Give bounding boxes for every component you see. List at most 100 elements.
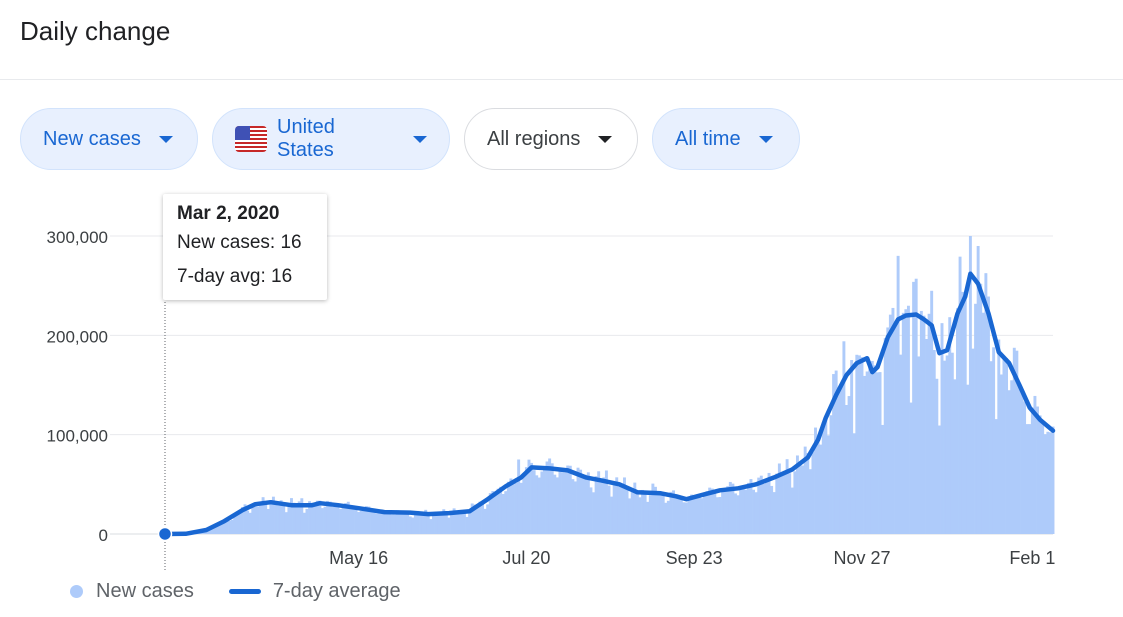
new-cases-bar xyxy=(222,519,226,534)
new-cases-bar xyxy=(1033,395,1037,534)
new-cases-bar xyxy=(375,513,379,534)
new-cases-bar xyxy=(1023,401,1027,534)
new-cases-bar xyxy=(654,486,657,534)
x-tick-label: Jul 20 xyxy=(502,548,550,568)
new-cases-bar xyxy=(925,338,928,534)
regions-dropdown[interactable]: All regions xyxy=(464,108,638,170)
new-cases-bar xyxy=(491,491,495,534)
new-cases-bar xyxy=(896,255,900,534)
new-cases-bar xyxy=(912,281,916,534)
new-cases-bar xyxy=(1046,431,1050,534)
header-divider xyxy=(0,79,1123,80)
new-cases-bar xyxy=(974,303,978,534)
new-cases-bar xyxy=(692,497,696,534)
new-cases-bar xyxy=(302,512,306,534)
chevron-down-icon xyxy=(413,135,427,143)
new-cases-bar xyxy=(243,504,247,534)
new-cases-bar xyxy=(824,416,828,534)
new-cases-bar xyxy=(948,317,952,534)
new-cases-bar xyxy=(380,512,384,534)
new-cases-bar xyxy=(581,478,585,534)
time-range-dropdown[interactable]: All time xyxy=(652,108,800,170)
new-cases-bar xyxy=(847,396,851,534)
new-cases-bar xyxy=(651,483,655,534)
new-cases-bar xyxy=(883,338,887,534)
metric-dropdown[interactable]: New cases xyxy=(20,108,198,170)
new-cases-bar xyxy=(723,489,727,534)
new-cases-bar xyxy=(506,481,510,534)
new-cases-bar xyxy=(537,477,541,534)
new-cases-bar xyxy=(956,308,959,534)
new-cases-bar xyxy=(873,365,877,534)
new-cases-bar xyxy=(382,512,386,534)
new-cases-bar xyxy=(522,476,526,534)
seven-day-average-line xyxy=(162,271,1056,537)
new-cases-bar xyxy=(984,273,988,534)
new-cases-bar xyxy=(1041,423,1045,534)
new-cases-bar xyxy=(963,296,967,534)
new-cases-bar xyxy=(434,511,438,534)
new-cases-bar xyxy=(274,504,278,534)
new-cases-bar xyxy=(669,491,673,534)
regions-dropdown-label: All regions xyxy=(487,127,581,150)
new-cases-bar xyxy=(1025,424,1029,534)
new-cases-bar xyxy=(470,503,474,534)
new-cases-bar xyxy=(573,481,577,534)
new-cases-bar xyxy=(532,470,536,534)
country-dropdown[interactable]: United States xyxy=(212,108,450,170)
new-cases-bar xyxy=(504,491,508,534)
new-cases-bar xyxy=(323,506,327,534)
new-cases-bar xyxy=(321,508,324,534)
new-cases-bar xyxy=(457,514,461,534)
new-cases-bar xyxy=(989,361,993,534)
new-cases-bar xyxy=(401,512,404,534)
new-cases-bar xyxy=(945,355,949,534)
new-cases-bar xyxy=(297,501,301,534)
new-cases-bar xyxy=(333,505,337,534)
new-cases-bar xyxy=(1043,434,1047,534)
new-cases-bar xyxy=(512,484,515,534)
tooltip-7-day-avg-value: 16 xyxy=(271,266,293,287)
new-cases-bar xyxy=(568,465,572,534)
new-cases-bar xyxy=(220,521,224,534)
new-cases-bar xyxy=(865,371,869,534)
new-cases-bar xyxy=(251,504,255,534)
new-cases-bar xyxy=(976,246,980,534)
new-cases-bar xyxy=(731,483,735,534)
new-cases-bar xyxy=(429,519,433,534)
new-cases-bar xyxy=(563,472,567,534)
legend-new-cases-swatch xyxy=(70,585,83,598)
new-cases-bar xyxy=(935,378,939,534)
us-flag-icon xyxy=(235,126,267,152)
new-cases-bar xyxy=(1020,393,1024,534)
new-cases-bar xyxy=(230,519,234,534)
new-cases-bar xyxy=(795,455,799,534)
tooltip-new-cases-value: 16 xyxy=(280,232,302,253)
new-cases-bar xyxy=(390,514,394,534)
x-tick-label: Nov 27 xyxy=(833,548,890,568)
new-cases-bar xyxy=(1017,383,1021,534)
new-cases-bar xyxy=(550,463,554,534)
new-cases-bar xyxy=(987,296,990,534)
new-cases-bar xyxy=(798,464,802,534)
new-cases-bar xyxy=(623,477,626,534)
new-cases-bar xyxy=(256,506,260,534)
new-cases-bar xyxy=(700,498,704,534)
new-cases-bar xyxy=(473,504,477,534)
new-cases-bar xyxy=(850,360,854,534)
new-cases-bar xyxy=(452,508,456,534)
new-cases-bar xyxy=(919,310,923,534)
page-title: Daily change xyxy=(20,16,171,46)
new-cases-bar xyxy=(863,375,867,534)
new-cases-bar xyxy=(625,486,629,534)
new-cases-bar xyxy=(308,501,312,534)
new-cases-bar xyxy=(517,459,521,534)
new-cases-bar xyxy=(359,510,363,534)
new-cases-bar xyxy=(592,492,595,534)
new-cases-bar xyxy=(648,495,652,534)
new-cases-bar xyxy=(783,470,786,534)
new-cases-bar xyxy=(259,503,262,534)
new-cases-bar xyxy=(930,290,934,534)
new-cases-bar xyxy=(777,463,781,534)
